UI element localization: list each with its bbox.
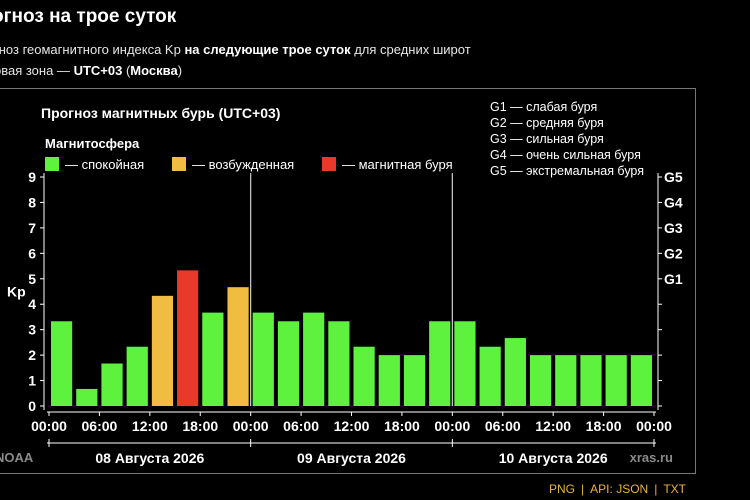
legend-swatch (172, 157, 186, 171)
storm-scale-label: G4 — очень сильная буря (490, 148, 641, 162)
day-label: 10 Августа 2026 (499, 450, 608, 466)
kp-bar (151, 295, 174, 406)
g-scale-label: G2 (664, 245, 683, 261)
g-scale-label: G3 (664, 220, 683, 236)
timezone-paren-open: ( (122, 63, 131, 78)
x-tick-label: 00:00 (233, 418, 269, 434)
kp-bar (454, 321, 476, 406)
timezone-paren-close: ) (177, 63, 183, 78)
kp-bar (504, 338, 526, 406)
x-tick-label: 12:00 (334, 418, 370, 434)
y-tick-label: 9 (28, 169, 36, 185)
kp-bar (605, 355, 627, 406)
legend-label: — спокойная (65, 157, 144, 172)
timezone-text: овая зона — (0, 63, 74, 78)
g-scale-label: G4 (664, 194, 683, 210)
storm-scale-label: G3 — сильная буря (490, 132, 604, 146)
kp-bar (303, 312, 325, 406)
y-tick-label: 0 (28, 398, 36, 414)
x-tick-label: 06:00 (82, 418, 118, 434)
kp-bar (126, 346, 148, 406)
day-label: 09 Августа 2026 (297, 450, 406, 466)
txt-link[interactable]: TXT (663, 482, 686, 496)
x-tick-label: 18:00 (384, 418, 420, 434)
footer-separator: | (654, 482, 658, 496)
y-tick-label: 3 (28, 322, 36, 338)
kp-bar (177, 270, 199, 406)
storm-scale-label: G1 — слабая буря (490, 100, 597, 114)
y-tick-label: 4 (28, 296, 36, 312)
kp-forecast-chart: Прогноз магнитных бурь (UTC+03) Магнитосф… (0, 88, 696, 474)
kp-bar (403, 355, 426, 406)
kp-bar (277, 321, 300, 406)
y-axis-label: Kp (7, 284, 26, 300)
kp-bar (353, 346, 375, 406)
kp-bar (378, 355, 400, 406)
kp-bar (202, 312, 224, 406)
kp-bar (227, 287, 249, 406)
timezone-utc: UTC+03 (73, 63, 123, 78)
subtitle-text: гноз геомагнитного индекса Kp (0, 42, 185, 57)
chart-title: Прогноз магнитных бурь (UTC+03) (41, 105, 280, 121)
legend-swatch (45, 157, 59, 171)
x-tick-label: 00:00 (31, 418, 67, 434)
kp-bar (101, 363, 123, 406)
source-label: NOAA (0, 450, 34, 465)
export-links: PNG | API: JSON | TXT (549, 482, 686, 496)
legend-heading: Магнитосфера (45, 136, 140, 151)
kp-bar (580, 355, 602, 406)
x-tick-label: 18:00 (182, 418, 218, 434)
x-tick-label: 06:00 (283, 418, 319, 434)
png-link[interactable]: PNG (549, 482, 576, 496)
kp-bar (555, 355, 577, 406)
x-tick-label: 06:00 (485, 418, 521, 434)
kp-bar (51, 321, 73, 406)
kp-bar (429, 321, 451, 406)
page-title: огноз на трое суток (0, 6, 177, 27)
legend-swatch (322, 157, 336, 171)
timezone-line: овая зона — UTC+03 (Москва) (0, 63, 182, 78)
y-tick-label: 7 (28, 220, 36, 236)
kp-bar (479, 346, 501, 406)
y-tick-label: 1 (28, 373, 36, 389)
api-label: API: (590, 482, 613, 496)
g-scale-label: G5 (664, 169, 683, 185)
x-tick-label: 00:00 (636, 418, 672, 434)
day-label: 08 Августа 2026 (95, 450, 204, 466)
storm-scale-label: G2 — средняя буря (490, 116, 604, 130)
x-tick-label: 00:00 (434, 418, 470, 434)
kp-bar (252, 312, 274, 406)
kp-bar (529, 355, 552, 406)
y-tick-label: 8 (28, 194, 36, 210)
y-tick-label: 5 (28, 271, 36, 287)
json-link[interactable]: JSON (616, 482, 649, 496)
y-tick-label: 6 (28, 245, 36, 261)
kp-bar (76, 388, 98, 406)
legend-label: — возбужденная (192, 157, 294, 172)
kp-bar (328, 321, 350, 406)
site-label: xras.ru (630, 450, 673, 465)
timezone-city: Москва (130, 63, 178, 78)
x-tick-label: 18:00 (586, 418, 622, 434)
x-tick-label: 12:00 (535, 418, 571, 434)
g-scale-label: G1 (664, 271, 683, 287)
page-subtitle: гноз геомагнитного индекса Kp на следующ… (0, 42, 471, 57)
chart-canvas: Прогноз магнитных бурь (UTC+03) Магнитосф… (0, 100, 683, 466)
subtitle-tail: для средних широт (350, 42, 471, 57)
y-tick-label: 2 (28, 347, 36, 363)
x-tick-label: 12:00 (132, 418, 168, 434)
subtitle-emphasis: на следующие трое суток (184, 42, 351, 57)
storm-scale-label: G5 — экстремальная буря (490, 164, 644, 178)
legend-label: — магнитная буря (342, 157, 453, 172)
kp-bar (630, 355, 652, 406)
footer-separator: | (581, 482, 585, 496)
